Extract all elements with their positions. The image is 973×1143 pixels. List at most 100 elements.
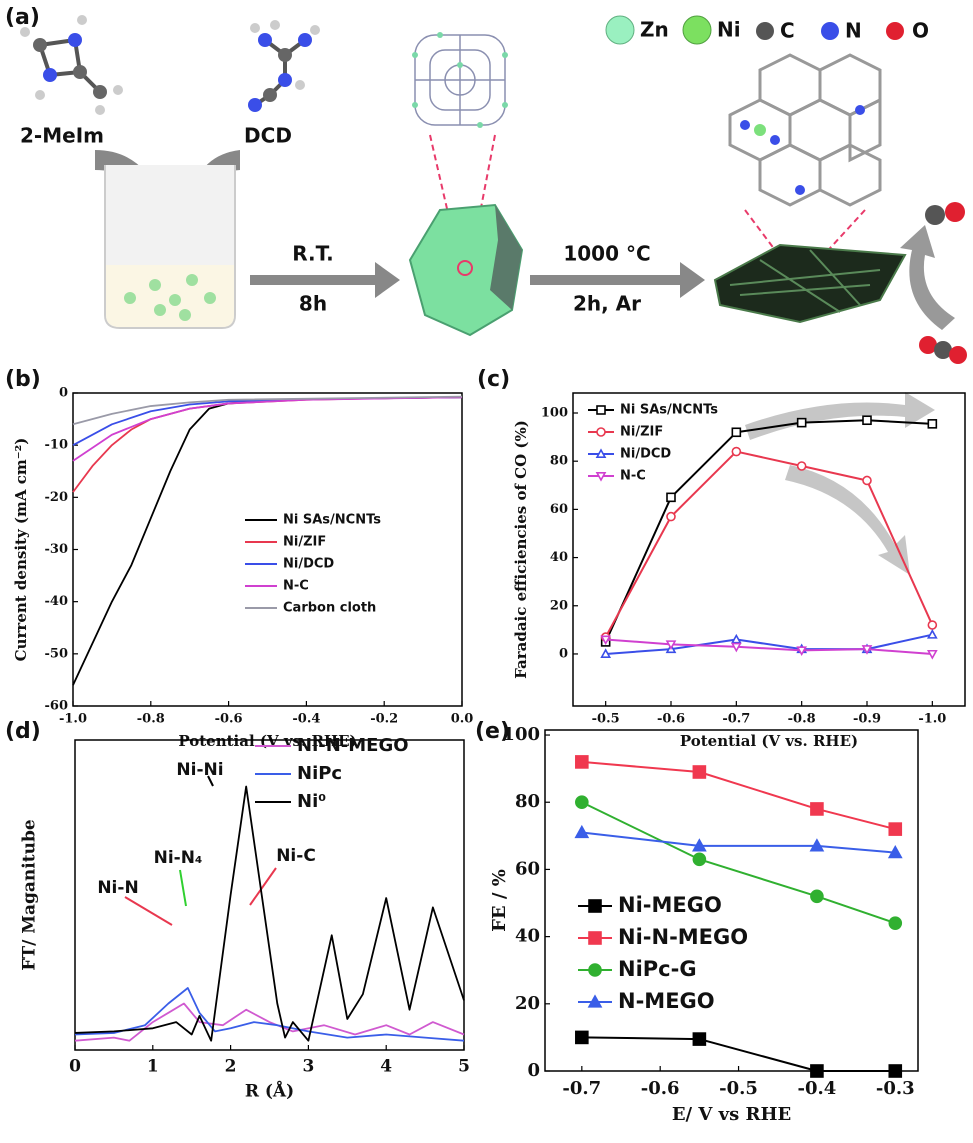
legend-label: N-C [283,579,309,594]
series-line [72,396,463,446]
panel-label: (e) [475,719,510,744]
highlight [457,260,473,276]
legend-label: Ni [717,18,741,42]
legend-label: Ni/DCD [620,447,671,462]
zif-network [414,34,506,126]
y-axis-label: Faradaic efficiencies of CO (%) [512,420,530,679]
series-line [74,1002,465,1042]
x-tick-label: -0.7 [562,1078,601,1099]
legend-label: Ni⁰ [297,791,326,812]
marker [888,1064,903,1078]
legend-label: Ni SAs/NCNTs [283,513,381,528]
legend-label: Ni/ZIF [283,535,326,550]
marker [595,471,607,482]
x-tick-label: -0.8 [788,712,816,727]
x-tick-label: 0.0 [451,712,474,727]
marker [731,427,742,438]
y-tick-label: 20 [515,993,540,1014]
marker [588,899,602,913]
x-tick-label: -0.4 [798,1078,837,1099]
legend-label: O [912,19,929,43]
series-line [72,396,463,462]
y-axis-label: Current density (mA cm⁻²) [12,438,30,662]
y-tick-label: 80 [515,791,540,812]
y-tick-label: -30 [45,542,69,557]
particles [124,274,216,321]
marker [730,633,742,644]
marker [666,511,676,522]
marker [926,629,938,639]
plot-frame [72,392,463,707]
marker [596,427,606,437]
y-tick-label: 40 [515,926,540,947]
x-tick-label: 2 [225,1057,237,1077]
reagent-label: DCD [244,124,292,148]
y-tick-label: 100 [502,724,540,745]
legend-label: Zn [640,18,669,42]
marker [810,889,824,904]
plot-frame [544,729,919,1072]
x-tick-label: 3 [302,1057,314,1077]
y-tick-label: 20 [550,598,568,613]
x-axis-label: E/ V vs RHE [672,1104,791,1125]
series-line [72,396,463,493]
annotation: Ni-N [97,878,138,898]
marker [861,645,873,655]
pointer [249,867,277,906]
x-tick-label: 0 [69,1057,81,1077]
reagent-label: 2-MeIm [20,124,104,148]
ni-atom [754,124,766,136]
x-tick-label: 5 [458,1057,470,1077]
x-tick-label: -0.9 [853,712,881,727]
zif-face [490,205,522,310]
marker [927,620,938,630]
marker [888,822,903,836]
series-line [581,760,896,831]
condition: 1000 °C [563,242,650,266]
marker [575,1030,589,1045]
scheme: (a) 2-MeIm DCD R.T. 8h [5,5,967,364]
y-tick-label: 0 [527,1060,540,1081]
x-tick-label: -0.7 [722,712,750,727]
y-tick-label: -40 [45,594,69,609]
legend-label: Ni/ZIF [620,425,663,440]
legend-label: Ni/DCD [283,557,334,572]
series-line [605,633,933,655]
element-legend: Zn Ni C N O [605,15,929,45]
marker [927,419,938,429]
marker [731,446,742,457]
guide [809,209,866,271]
legend-label: NiPc-G [618,957,697,981]
marker [809,838,825,852]
legend-label: N [845,19,862,43]
zif-nodes [412,32,508,128]
y-tick-label: -60 [45,699,69,714]
marker [926,649,938,660]
marker [862,475,872,486]
marker [692,852,707,867]
marker [888,916,903,930]
legend-label: NiPc [297,763,342,784]
marker [796,461,807,471]
panel-label: (c) [477,367,510,392]
x-tick-label: -0.6 [641,1078,680,1099]
pointer [179,869,187,907]
marker [666,492,676,503]
y-tick-label: -20 [45,490,69,505]
marker [796,417,807,428]
legend-label: N-C [620,469,646,484]
marker [730,642,742,653]
y-tick-label: 60 [550,502,568,517]
marker [600,648,612,658]
marker [596,405,606,415]
x-tick-label: -0.8 [137,712,165,727]
series-line [581,1036,896,1072]
trend-arrow [785,465,910,575]
x-tick-label: -0.3 [876,1078,915,1099]
series-line [74,785,465,1042]
marker [588,931,602,945]
annotation: Ni-N₄ [154,848,203,868]
marker [887,844,903,859]
x-tick-label: -1.0 [59,712,87,727]
